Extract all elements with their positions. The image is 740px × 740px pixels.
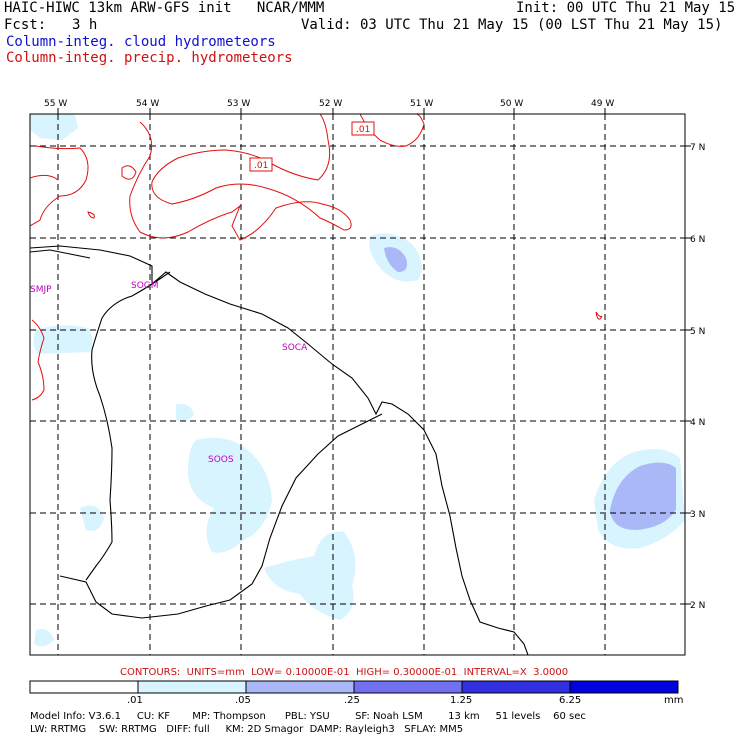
lat-label: 2 N xyxy=(690,601,705,611)
cloud-field-title: Column-integ. cloud hydrometeors xyxy=(6,34,276,50)
lon-label: 49 W xyxy=(591,99,614,109)
station-label: SMJP xyxy=(30,285,52,295)
precip-contours xyxy=(30,114,603,401)
colorbar-units: mm xyxy=(664,695,684,706)
contour-label-box xyxy=(249,157,273,172)
colorbar-segment xyxy=(137,680,247,694)
colorbar xyxy=(29,680,679,694)
lat-label: 4 N xyxy=(690,418,705,428)
cloud-shading xyxy=(30,114,685,647)
forecast-label: Fcst: xyxy=(4,17,47,33)
station-label: SOGM xyxy=(131,281,159,291)
cloud-shading-moderate xyxy=(384,247,676,530)
map-area xyxy=(30,114,685,655)
contour-label: .01 xyxy=(254,161,268,171)
lon-label: 51 W xyxy=(410,99,433,109)
lon-label: 55 W xyxy=(44,99,67,109)
colorbar-label: 6.25 xyxy=(559,695,582,706)
precip-field-title: Column-integ. precip. hydrometeors xyxy=(6,50,293,66)
lon-label: 52 W xyxy=(319,99,342,109)
model-info-line2: LW: RRTMG SW: RRTMG DIFF: full KM: 2D Sm… xyxy=(30,724,464,735)
contours-info: CONTOURS: UNITS=mm LOW= 0.10000E-01 HIGH… xyxy=(120,667,569,678)
contour-label: .01 xyxy=(356,125,370,135)
station-label: SOOS xyxy=(208,455,234,465)
station-label: SOCA xyxy=(282,343,308,353)
colorbar-segment xyxy=(461,680,571,694)
valid-time: Valid: 03 UTC Thu 21 May 15 (00 LST Thu … xyxy=(301,17,723,33)
colorbar-segment xyxy=(353,680,463,694)
graticule xyxy=(30,114,685,655)
lat-label: 6 N xyxy=(690,235,705,245)
colorbar-label: .01 xyxy=(127,695,143,706)
model-info-line1: Model Info: V3.6.1 CU: KF MP: Thompson P… xyxy=(30,711,586,722)
lon-ticks xyxy=(57,108,691,605)
lat-label: 3 N xyxy=(690,510,705,520)
plot-title: HAIC-HIWC 13km ARW-GFS init NCAR/MMM xyxy=(4,0,325,16)
colorbar-label: .25 xyxy=(344,695,360,706)
map-frame xyxy=(29,113,686,656)
lon-label: 50 W xyxy=(500,99,523,109)
lat-label: 7 N xyxy=(690,143,705,153)
coastline xyxy=(30,245,529,655)
colorbar-segment xyxy=(245,680,355,694)
colorbar-segment xyxy=(29,680,139,694)
lon-label: 53 W xyxy=(227,99,250,109)
colorbar-label: .05 xyxy=(235,695,251,706)
colorbar-label: 1.25 xyxy=(450,695,473,706)
contour-label-box xyxy=(351,121,375,136)
forecast-hour: 3 h xyxy=(72,17,98,33)
colorbar-segment xyxy=(569,680,679,694)
lon-label: 54 W xyxy=(136,99,159,109)
init-time: Init: 00 UTC Thu 21 May 15 xyxy=(516,0,736,16)
lat-label: 5 N xyxy=(690,327,705,337)
